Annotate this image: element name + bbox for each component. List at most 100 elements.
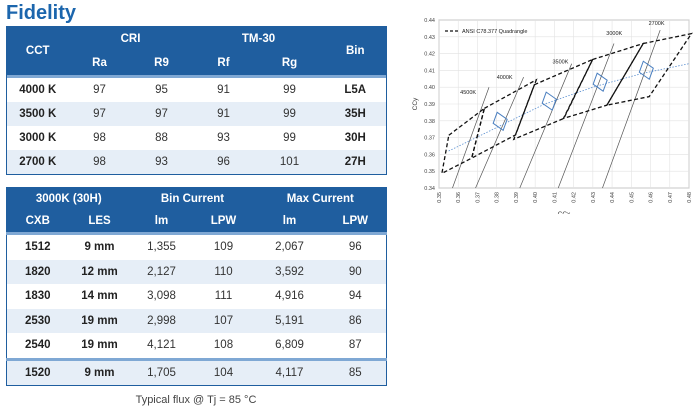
cell-cct: 2700 K bbox=[6, 150, 69, 175]
cell-r9: 95 bbox=[155, 84, 168, 96]
cell-cxb: 1820 bbox=[6, 259, 69, 284]
cell-cxb: 2540 bbox=[24, 339, 51, 352]
cell-bin: 35H bbox=[324, 102, 387, 126]
table-row: 3500 K 97 97 91 99 35H bbox=[6, 102, 387, 126]
cell-bin-lm: 4,121 bbox=[147, 339, 176, 352]
y-tick-label: 0.43 bbox=[424, 35, 435, 41]
x-tick-label: 0.45 bbox=[629, 192, 635, 203]
cell-ra: 97 bbox=[68, 102, 131, 126]
cell-les: 12 mm bbox=[68, 259, 131, 284]
cell-bin: 27H bbox=[324, 150, 387, 175]
cell-cct: 3500 K bbox=[6, 102, 69, 126]
cell-rf: 93 bbox=[217, 132, 230, 144]
x-tick-label: 0.39 bbox=[514, 192, 520, 203]
header-divider bbox=[6, 75, 387, 78]
cell-cxb: 1830 bbox=[24, 290, 51, 303]
y-tick-label: 0.38 bbox=[424, 119, 435, 125]
table-row: 2700 K 98 93 96 101 27H bbox=[6, 150, 387, 175]
ansi-quadrangle bbox=[470, 78, 538, 160]
col-header-max-current: Max Current bbox=[254, 187, 387, 210]
cct-label: 4000K bbox=[497, 75, 513, 81]
cell-max-lm: 5,191 bbox=[254, 308, 325, 333]
y-tick-label: 0.36 bbox=[424, 152, 435, 158]
y-tick-label: 0.39 bbox=[424, 102, 435, 108]
isotherm-line bbox=[602, 29, 661, 189]
x-axis-label: CCx bbox=[558, 211, 571, 214]
x-tick-label: 0.37 bbox=[475, 192, 481, 203]
planckian-locus bbox=[448, 63, 690, 152]
cell-cct: 3000 K bbox=[19, 132, 57, 144]
table-row: 1830 14 mm 3,098 111 4,916 94 bbox=[7, 284, 387, 309]
cell-max-lpw: 86 bbox=[324, 308, 387, 333]
col-header-ra: Ra bbox=[68, 51, 131, 75]
cell-bin-lpw: 110 bbox=[192, 259, 255, 284]
cct-label: 2700K bbox=[649, 21, 665, 27]
cell-r9: 88 bbox=[155, 132, 168, 144]
y-tick-label: 0.42 bbox=[424, 52, 435, 58]
x-tick-label: 0.40 bbox=[533, 192, 539, 203]
cell-max-lm: 6,809 bbox=[275, 339, 304, 352]
cell-ra: 98 bbox=[68, 150, 131, 175]
x-tick-label: 0.42 bbox=[572, 192, 578, 203]
page-title: Fidelity bbox=[6, 2, 77, 24]
col-header-rg: Rg bbox=[254, 51, 325, 75]
legend-label: ANSI C78.377 Quadrangle bbox=[462, 29, 527, 35]
cell-bin-lm: 2,127 bbox=[130, 259, 193, 284]
cell-max-lpw: 85 bbox=[324, 357, 387, 386]
col-header-bin-current: Bin Current bbox=[130, 187, 255, 210]
table-row: 1820 12 mm 2,127 110 3,592 90 bbox=[6, 259, 387, 284]
cell-max-lm: 2,067 bbox=[275, 241, 304, 254]
col-header-max-lm: lm bbox=[254, 210, 325, 235]
cell-les: 19 mm bbox=[81, 339, 118, 352]
ansi-quadrangle bbox=[605, 32, 693, 107]
col-header-cxb: CXB bbox=[6, 210, 69, 235]
y-tick-label: 0.40 bbox=[424, 85, 435, 91]
cell-les: 9 mm bbox=[84, 241, 115, 254]
cell-les: 19 mm bbox=[68, 308, 131, 333]
cell-bin-lm: 1,705 bbox=[130, 357, 193, 386]
x-tick-label: 0.38 bbox=[495, 192, 501, 203]
fidelity-table: CCT CRI TM-30 Bin Ra R9 Rf Rg 4000 K 97 … bbox=[6, 26, 388, 175]
cell-bin-lpw: 108 bbox=[213, 339, 234, 352]
cell-rg: 99 bbox=[283, 84, 296, 96]
col-header-r9: R9 bbox=[130, 51, 193, 75]
bin-outline bbox=[638, 60, 654, 81]
cell-bin-lpw: 111 bbox=[214, 290, 233, 303]
cct-label: 4500K bbox=[460, 90, 476, 96]
x-tick-label: 0.41 bbox=[552, 192, 558, 203]
col-header-les: LES bbox=[68, 210, 131, 235]
cell-bin: 30H bbox=[344, 132, 366, 144]
y-tick-label: 0.44 bbox=[424, 18, 435, 24]
cell-r9: 93 bbox=[130, 150, 193, 175]
x-tick-label: 0.47 bbox=[668, 192, 674, 203]
bin-outline bbox=[541, 91, 557, 111]
cell-rf: 91 bbox=[192, 102, 255, 126]
cell-max-lm: 3,592 bbox=[254, 259, 325, 284]
y-tick-label: 0.41 bbox=[424, 68, 435, 74]
cell-rg: 99 bbox=[283, 132, 296, 144]
cell-r9: 97 bbox=[130, 102, 193, 126]
cell-cxb: 1520 bbox=[6, 357, 69, 386]
x-tick-label: 0.36 bbox=[456, 192, 462, 203]
col-header-bin-lpw: LPW bbox=[192, 210, 255, 235]
y-tick-label: 0.35 bbox=[424, 169, 435, 175]
cell-ra: 97 bbox=[93, 84, 106, 96]
cell-les: 9 mm bbox=[68, 357, 131, 386]
cell-max-lm: 4,117 bbox=[254, 357, 325, 386]
cell-max-lm: 4,916 bbox=[275, 290, 304, 303]
col-header-max-lpw: LPW bbox=[324, 210, 387, 235]
table-row: 2540 19 mm 4,121 108 6,809 87 bbox=[7, 333, 387, 359]
x-tick-label: 0.35 bbox=[437, 192, 443, 203]
cell-rf: 91 bbox=[217, 84, 230, 96]
isotherm-line bbox=[519, 63, 573, 189]
y-tick-label: 0.34 bbox=[424, 186, 435, 192]
cell-bin-lpw: 109 bbox=[213, 241, 234, 254]
cell-cct: 4000 K bbox=[19, 84, 57, 96]
y-axis-label: CCy bbox=[412, 97, 419, 110]
col-header-cri: CRI bbox=[68, 26, 193, 51]
cell-bin-lpw: 104 bbox=[192, 357, 255, 386]
chromaticity-chart: 0.340.350.360.370.380.390.400.410.420.43… bbox=[412, 18, 693, 214]
cell-max-lpw: 87 bbox=[348, 339, 362, 352]
col-header-cct: CCT bbox=[6, 26, 69, 75]
cell-rg: 101 bbox=[254, 150, 325, 175]
